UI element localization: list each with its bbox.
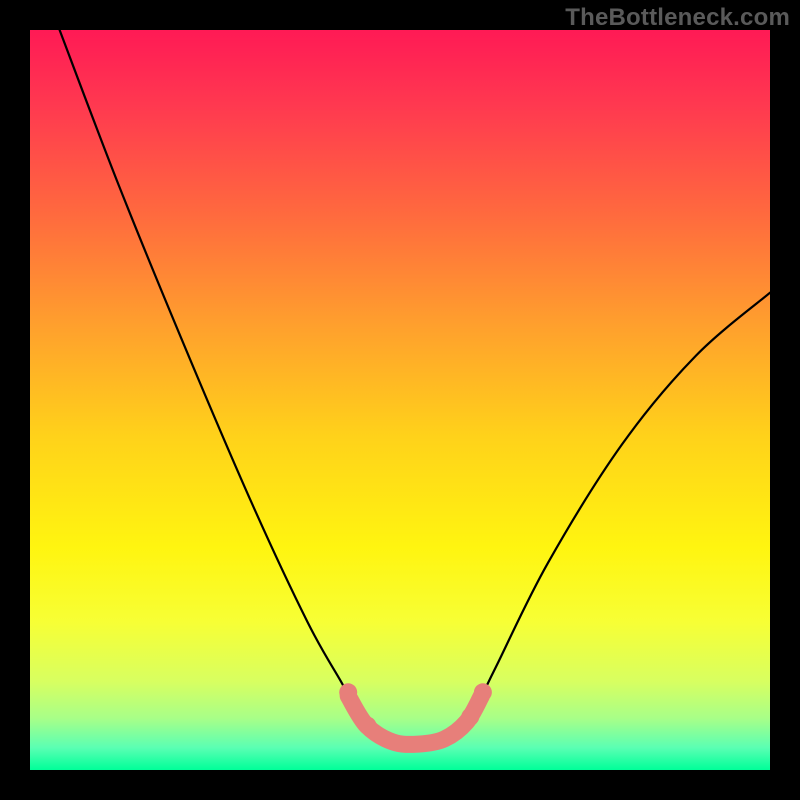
chart-canvas (0, 0, 800, 800)
watermark-text: TheBottleneck.com (565, 4, 790, 32)
gradient-background (30, 30, 770, 770)
chart-frame: TheBottleneck.com (0, 0, 800, 800)
marker-dot (339, 683, 357, 701)
